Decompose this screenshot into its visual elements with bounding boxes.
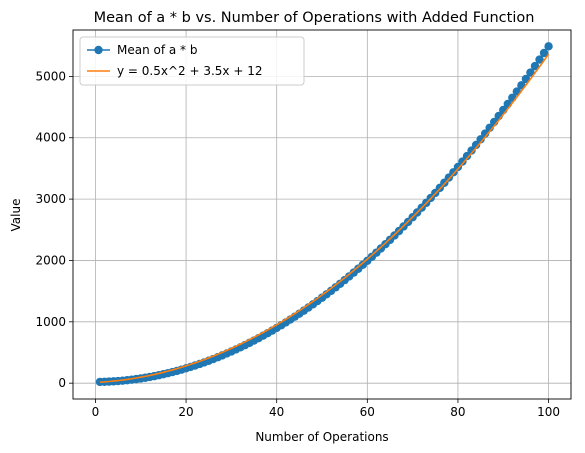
series-line-0: [99, 45, 550, 383]
data-point: [467, 146, 476, 155]
legend: Mean of a * b y = 0.5x^2 + 3.5x + 12: [79, 36, 305, 86]
series-line-1: [99, 53, 550, 383]
y-tick-label: 3000: [35, 192, 66, 206]
data-point: [535, 55, 544, 64]
axes-frame: [72, 29, 572, 400]
legend-box: [79, 36, 305, 86]
data-point: [530, 61, 540, 71]
legend-marker-mean-of-ab: [94, 45, 103, 55]
y-tick-label: 0: [58, 376, 66, 390]
data-point: [544, 42, 553, 51]
legend-label-fitted-function: y = 0.5x^2 + 3.5x + 12: [117, 64, 262, 78]
x-tick-label: 60: [360, 405, 375, 419]
x-tick-label: 40: [269, 405, 284, 419]
data-point: [539, 48, 549, 58]
y-tick-label: 5000: [35, 69, 66, 83]
x-tick-label: 20: [178, 405, 193, 419]
data-point: [476, 135, 485, 144]
x-tick-label: 100: [537, 405, 560, 419]
y-tick-label: 2000: [35, 253, 66, 267]
y-axis-label: Value: [9, 199, 23, 232]
data-point: [471, 140, 481, 150]
legend-label-mean-of-ab: Mean of a * b: [117, 43, 198, 57]
x-axis-label: Number of Operations: [255, 430, 388, 444]
y-tick-label: 1000: [35, 315, 66, 329]
plot-area: [95, 42, 553, 387]
data-point: [526, 68, 535, 77]
x-tick-label: 0: [92, 405, 100, 419]
x-tick-label: 80: [450, 405, 465, 419]
y-tick-label: 4000: [35, 131, 66, 145]
data-point: [462, 151, 472, 161]
chart-title: Mean of a * b vs. Number of Operations w…: [94, 10, 535, 26]
